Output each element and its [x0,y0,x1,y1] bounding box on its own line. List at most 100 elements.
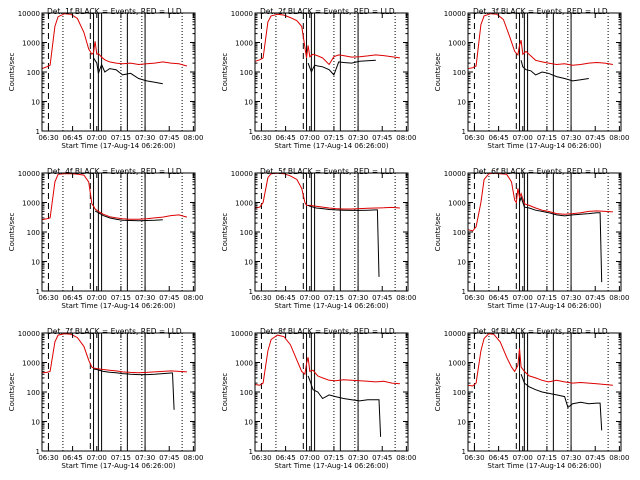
y-tick-label: 10000 [444,10,466,18]
y-tick-label: 100 [27,229,40,237]
x-tick-label: 06:45 [276,294,296,302]
y-tick-label: 1000 [448,40,466,48]
x-axis-label: Start Time (17-Aug-14 06:26:00) [487,302,601,310]
x-tick-label: 06:45 [63,294,83,302]
x-tick-label: 06:30 [464,294,484,302]
x-tick-label: 07:00 [300,454,320,462]
x-tick-label: 07:00 [300,294,320,302]
x-tick-label: 08:00 [609,454,629,462]
x-tick-label: 06:45 [489,454,509,462]
x-tick-label: 06:30 [464,134,484,142]
panel-title: Det. 1f BLACK = Events, RED = LLD [47,7,182,16]
series-events-line [307,59,376,76]
x-tick-label: 07:15 [537,294,557,302]
series-events-line [94,210,163,222]
panel-5: 1 10 100 1000 10000 06:30 06:45 07:00 07:15 07:30… [221,167,416,310]
x-tick-label: 07:30 [135,454,155,462]
x-tick-label: 06:30 [251,454,271,462]
y-tick-label: 10 [31,259,40,267]
y-tick-label: 10000 [231,10,253,18]
y-tick-label: 1000 [22,360,40,368]
x-tick-label: 07:30 [561,134,581,142]
y-tick-label: 1000 [448,360,466,368]
x-tick-label: 07:45 [159,134,179,142]
x-tick-label: 07:30 [561,294,581,302]
panel-title: Det. 4f BLACK = Events, RED = LLD [47,167,182,176]
x-tick-label: 08:00 [396,454,416,462]
plot-frame [41,172,196,292]
series-events-line [93,368,175,410]
series-lld-line [254,13,400,66]
x-tick-label: 07:15 [324,134,344,142]
y-tick-label: 1 [249,448,253,456]
x-tick-label: 07:45 [585,294,605,302]
x-tick-label: 06:45 [63,134,83,142]
x-axis-label: Start Time (17-Aug-14 06:26:00) [274,302,388,310]
y-tick-label: 1000 [448,200,466,208]
plot-frame [254,332,409,452]
x-tick-label: 07:00 [87,294,107,302]
y-tick-label: 10000 [231,170,253,178]
y-tick-label: 1 [36,288,40,296]
panel-7: 1 10 100 1000 10000 06:30 06:45 07:00 07:15 07:30… [8,327,203,470]
x-tick-label: 07:45 [372,454,392,462]
y-tick-label: 1 [249,288,253,296]
y-axis-label: Counts/sec [8,373,16,412]
y-tick-label: 100 [27,69,40,77]
y-axis-label: Counts/sec [221,373,229,412]
x-tick-label: 07:30 [135,134,155,142]
y-tick-label: 10 [31,419,40,427]
x-tick-label: 07:45 [585,134,605,142]
y-tick-label: 10000 [18,10,40,18]
panel-title: Det. 2f BLACK = Events, RED = LLD [260,7,395,16]
y-axis-label: Counts/sec [434,373,442,412]
x-tick-label: 07:00 [513,454,533,462]
x-tick-label: 07:00 [300,134,320,142]
y-tick-label: 100 [240,389,253,397]
x-tick-label: 07:15 [537,454,557,462]
y-tick-label: 10 [31,99,40,107]
y-tick-label: 1 [36,128,40,136]
x-tick-label: 07:30 [561,454,581,462]
x-axis-label: Start Time (17-Aug-14 06:26:00) [487,142,601,150]
x-axis-label: Start Time (17-Aug-14 06:26:00) [274,142,388,150]
panel-9: 1 10 100 1000 10000 06:30 06:45 07:00 07:15 07:30… [434,327,629,470]
x-tick-label: 07:00 [513,294,533,302]
y-axis-label: Counts/sec [221,213,229,252]
y-axis-label: Counts/sec [8,53,16,92]
x-tick-label: 08:00 [396,294,416,302]
x-tick-label: 06:30 [38,454,58,462]
y-tick-label: 1000 [235,40,253,48]
x-tick-label: 07:00 [87,454,107,462]
x-tick-label: 07:45 [372,294,392,302]
plot-frame [467,172,622,292]
y-tick-label: 10000 [444,330,466,338]
y-axis-label: Counts/sec [434,213,442,252]
panel-title: Det. 5f BLACK = Events, RED = LLD [260,167,395,176]
y-tick-label: 1000 [22,200,40,208]
x-tick-label: 07:15 [324,454,344,462]
y-tick-label: 1000 [235,360,253,368]
plot-frame [41,332,196,452]
x-axis-label: Start Time (17-Aug-14 06:26:00) [61,142,175,150]
panel-title: Det. 8f BLACK = Events, RED = LLD [260,327,395,336]
x-tick-label: 06:45 [63,454,83,462]
series-lld-line [254,172,400,210]
series-lld-line [467,13,613,70]
y-tick-label: 1000 [235,200,253,208]
x-tick-label: 08:00 [183,294,203,302]
x-tick-label: 06:30 [464,454,484,462]
y-tick-label: 10000 [18,170,40,178]
x-axis-label: Start Time (17-Aug-14 06:26:00) [61,302,175,310]
y-tick-label: 100 [240,229,253,237]
x-tick-label: 07:15 [324,294,344,302]
series-events-line [93,57,163,85]
y-tick-label: 100 [240,69,253,77]
y-tick-label: 1 [462,128,466,136]
x-tick-label: 08:00 [396,134,416,142]
x-tick-label: 07:30 [135,294,155,302]
series-lld-line [41,173,188,221]
y-tick-label: 100 [453,389,466,397]
y-tick-label: 100 [453,229,466,237]
